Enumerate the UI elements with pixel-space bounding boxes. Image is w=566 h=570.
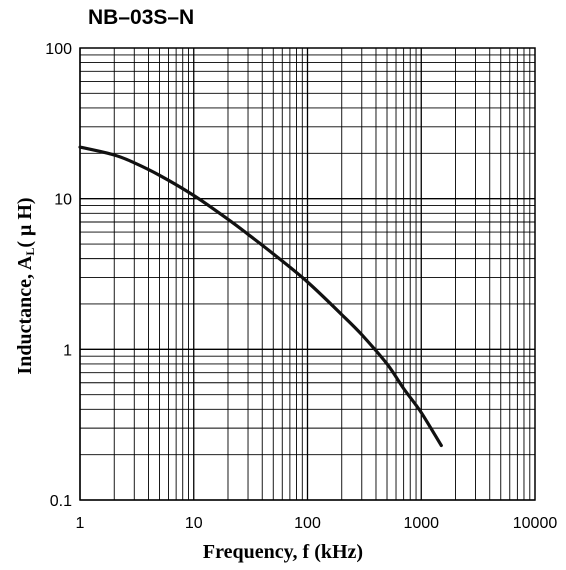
x-tick-label: 1000 [403,515,439,532]
y-tick-label: 0.1 [50,493,72,510]
x-tick-label: 10 [185,515,203,532]
y-tick-label: 10 [54,192,72,209]
x-tick-label: 100 [294,515,321,532]
y-axis-label-text: Inductance, A [14,256,36,375]
x-axis-label: Frequency, f (kHz) [0,541,566,564]
y-tick-label: 1 [63,342,72,359]
y-axis-label: Inductance, AL( μ H) [14,197,38,374]
x-tick-label: 10000 [513,515,558,532]
grid-lines [80,48,535,500]
y-axis-label-subscript: L [23,248,37,256]
x-tick-label: 1 [76,515,85,532]
y-axis-label-unit: ( μ H) [14,197,36,247]
y-tick-label: 100 [45,41,72,58]
